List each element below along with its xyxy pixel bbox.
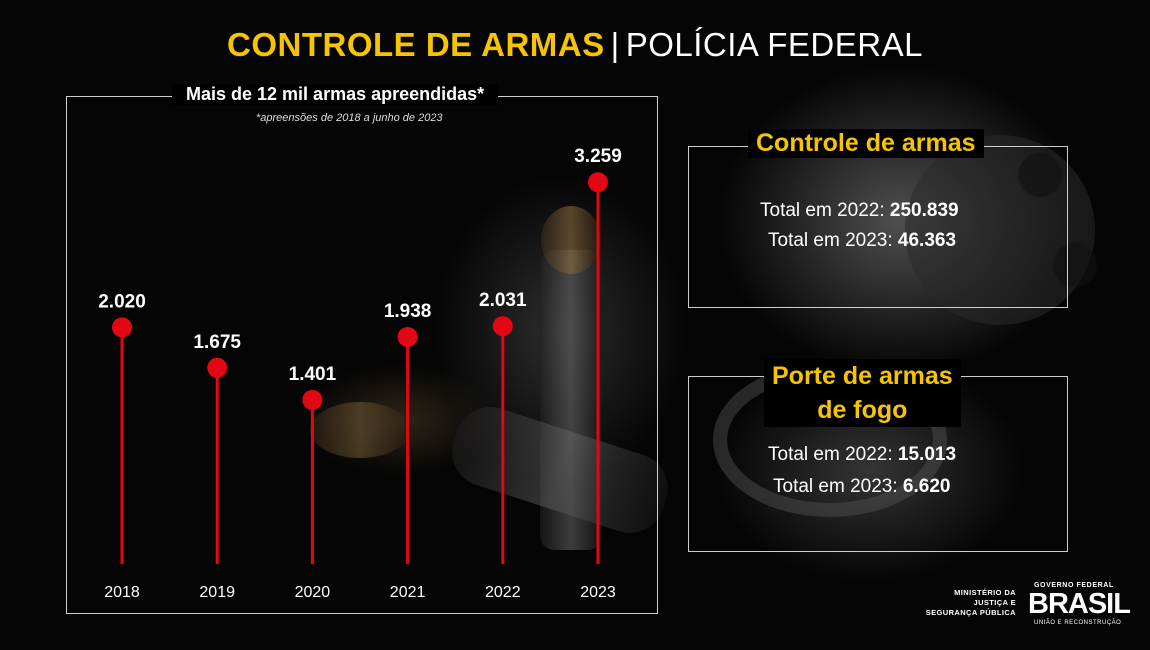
lollipop-marker bbox=[112, 317, 132, 338]
porte-title-line-1: Porte de armas bbox=[772, 362, 953, 390]
porte-label-2023: Total em 2023: bbox=[773, 476, 903, 497]
chart-title: Mais de 12 mil armas apreendidas* bbox=[172, 84, 499, 105]
ministry-line-2: JUSTIÇA E bbox=[973, 598, 1016, 607]
porte-title: Porte de armas de fogo bbox=[764, 359, 961, 427]
controle-box bbox=[688, 146, 1068, 308]
chart-note: *apreensões de 2018 a junho de 2023 bbox=[256, 112, 443, 124]
controle-label-2022: Total em 2022: bbox=[760, 200, 890, 221]
ministry-line-1: MINISTÉRIO DA bbox=[954, 588, 1016, 597]
page-title-highlight: CONTROLE DE ARMAS bbox=[227, 26, 605, 63]
lollipop-marker bbox=[302, 389, 323, 410]
bullet-lying-tip-shape bbox=[310, 402, 410, 458]
porte-value-2023: 6.620 bbox=[902, 476, 951, 497]
lollipop-marker bbox=[397, 326, 418, 347]
controle-line-2022: Total em 2022: 250.839 bbox=[760, 200, 959, 222]
controle-line-2023: Total em 2023: 46.363 bbox=[768, 230, 956, 252]
gov-logo-bottom: UNIÃO E RECONSTRUÇÃO bbox=[1034, 620, 1122, 626]
gov-logo-brand: BRASIL bbox=[1028, 588, 1131, 620]
porte-title-line-2: de fogo bbox=[817, 396, 908, 424]
data-label: 1.401 bbox=[289, 364, 337, 385]
x-tick-label: 2020 bbox=[295, 584, 331, 601]
lollipop-marker bbox=[207, 357, 228, 378]
x-tick-label: 2018 bbox=[104, 584, 140, 601]
controle-label-2023: Total em 2023: bbox=[768, 230, 898, 251]
x-tick-label: 2021 bbox=[390, 584, 426, 601]
controle-title: Controle de armas bbox=[748, 129, 984, 158]
title-separator: | bbox=[610, 26, 620, 63]
porte-value-2022: 15.013 bbox=[897, 444, 957, 465]
porte-line-2023: Total em 2023: 6.620 bbox=[773, 476, 950, 498]
porte-line-2022: Total em 2022: 15.013 bbox=[768, 444, 956, 466]
lollipop-chart: 2.020 2018 1.675 2019 1.401 2020 1.938 2021 2.03… bbox=[98, 146, 622, 601]
revolver-chamber-shape bbox=[1053, 243, 1097, 287]
data-label: 1.938 bbox=[384, 301, 432, 322]
ministry-logo: MINISTÉRIO DA JUSTIÇA E SEGURANÇA PÚBLIC… bbox=[918, 588, 1016, 618]
gov-logo-top: GOVERNO FEDERAL bbox=[1034, 582, 1114, 589]
data-label: 2.031 bbox=[479, 290, 527, 311]
x-tick-label: 2019 bbox=[199, 584, 235, 601]
ministry-line-3: SEGURANÇA PÚBLICA bbox=[925, 608, 1016, 617]
page-title-rest: POLÍCIA FEDERAL bbox=[625, 26, 923, 63]
revolver-chamber-shape bbox=[1018, 153, 1062, 197]
x-tick-label: 2022 bbox=[485, 584, 521, 601]
page-title: CONTROLE DE ARMAS | POLÍCIA FEDERAL bbox=[0, 26, 1150, 64]
bullet-lying-shape bbox=[452, 407, 668, 533]
bullet-tip-shape bbox=[541, 206, 601, 274]
data-label: 1.675 bbox=[193, 332, 241, 353]
lollipop-marker bbox=[492, 316, 513, 337]
controle-value-2022: 250.839 bbox=[889, 200, 959, 221]
data-label: 3.259 bbox=[574, 146, 622, 167]
data-label: 2.020 bbox=[98, 291, 146, 312]
controle-value-2023: 46.363 bbox=[897, 230, 957, 251]
lollipop-marker bbox=[588, 172, 608, 193]
x-tick-label: 2023 bbox=[580, 584, 616, 601]
porte-label-2022: Total em 2022: bbox=[768, 444, 898, 465]
